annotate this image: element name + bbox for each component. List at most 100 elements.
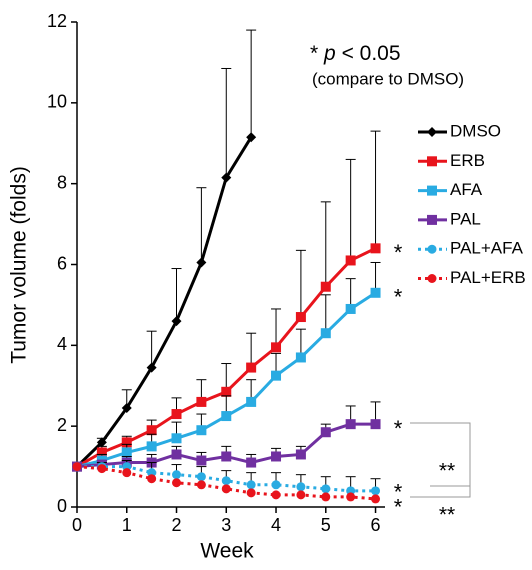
data-point — [271, 342, 282, 353]
data-point — [371, 486, 381, 496]
legend-label: ERB — [450, 151, 485, 170]
legend-marker — [427, 214, 437, 225]
data-point — [121, 437, 132, 448]
note-sub: (compare to DMSO) — [312, 69, 464, 88]
data-point — [72, 462, 82, 472]
data-point — [271, 370, 282, 381]
note: * p < 0.05 — [310, 42, 401, 65]
note-threshold: < 0.05 — [342, 42, 401, 65]
data-point — [295, 449, 306, 460]
data-point — [171, 316, 182, 327]
x-tick-label: 1 — [122, 515, 132, 535]
data-point — [370, 287, 381, 298]
data-point — [271, 451, 282, 462]
note-p: p — [323, 42, 336, 65]
data-point — [196, 455, 207, 466]
data-point — [320, 328, 331, 339]
data-point — [96, 447, 107, 458]
data-point — [296, 490, 306, 500]
y-tick-label: 12 — [47, 11, 67, 31]
legend-marker — [427, 244, 437, 254]
x-tick-label: 6 — [371, 515, 381, 535]
data-point — [371, 494, 381, 504]
series-line — [75, 136, 253, 468]
data-point — [172, 478, 182, 488]
data-point — [196, 425, 207, 436]
data-point — [196, 480, 206, 490]
data-point — [246, 480, 256, 490]
x-tick-label: 0 — [72, 515, 82, 535]
data-point — [246, 362, 257, 373]
data-point — [345, 255, 356, 266]
significance-mark: * — [394, 480, 403, 505]
legend-marker — [427, 274, 437, 283]
x-tick-label: 3 — [221, 515, 231, 535]
y-axis-label: Tumor volume (folds) — [8, 166, 31, 364]
legend-label: PAL+ERB — [450, 268, 526, 287]
data-point — [171, 409, 182, 420]
data-point — [320, 427, 331, 438]
data-point — [147, 474, 157, 484]
bracket-label: ** — [439, 460, 455, 483]
data-point — [320, 281, 331, 292]
data-point — [345, 419, 356, 430]
data-point — [246, 488, 256, 498]
data-point — [221, 484, 231, 494]
legend-marker — [427, 127, 437, 137]
data-point — [221, 476, 231, 486]
data-point — [171, 433, 182, 444]
legend-label: DMSO — [450, 121, 501, 140]
data-point — [122, 468, 132, 478]
significance-mark: * — [394, 240, 403, 265]
data-point — [97, 464, 107, 474]
data-point — [171, 449, 182, 460]
significance-mark: * — [394, 416, 403, 441]
data-point — [121, 402, 132, 413]
data-point — [146, 425, 157, 436]
x-axis-label: Week — [200, 540, 254, 563]
data-point — [196, 257, 207, 268]
series — [72, 462, 381, 504]
bracket-line — [410, 422, 471, 498]
y-tick-label: 2 — [57, 415, 67, 435]
data-point — [121, 447, 132, 458]
data-point — [246, 132, 257, 143]
data-point — [196, 472, 206, 482]
significance-mark: * — [394, 495, 403, 520]
legend-label: AFA — [450, 180, 483, 199]
data-point — [221, 386, 232, 397]
y-tick-label: 8 — [57, 172, 67, 192]
legend-label: PAL+AFA — [450, 239, 524, 258]
data-point — [370, 419, 381, 430]
data-point — [246, 396, 257, 407]
note-star: * — [310, 42, 318, 65]
data-point — [271, 480, 281, 490]
y-tick-label: 6 — [57, 253, 67, 273]
data-point — [296, 482, 306, 492]
data-point — [295, 312, 306, 323]
legend-marker — [427, 156, 437, 167]
data-point — [271, 490, 281, 500]
series — [72, 29, 257, 472]
x-tick-label: 5 — [321, 515, 331, 535]
data-point — [321, 484, 331, 494]
data-point — [172, 470, 182, 480]
data-point — [246, 457, 257, 468]
data-point — [221, 172, 232, 183]
data-point — [221, 411, 232, 422]
data-point — [345, 303, 356, 314]
data-point — [370, 243, 381, 254]
data-point — [221, 451, 232, 462]
brackets — [410, 422, 471, 498]
legend-marker — [427, 185, 437, 196]
data-point — [295, 352, 306, 363]
x-tick-label: 2 — [172, 515, 182, 535]
data-point — [96, 437, 107, 448]
y-tick-label: 10 — [47, 92, 67, 112]
x-tick-label: 4 — [271, 515, 281, 535]
data-point — [146, 362, 157, 373]
data-point — [346, 492, 356, 502]
legend-label: PAL — [450, 209, 481, 228]
y-tick-label: 4 — [57, 334, 67, 354]
